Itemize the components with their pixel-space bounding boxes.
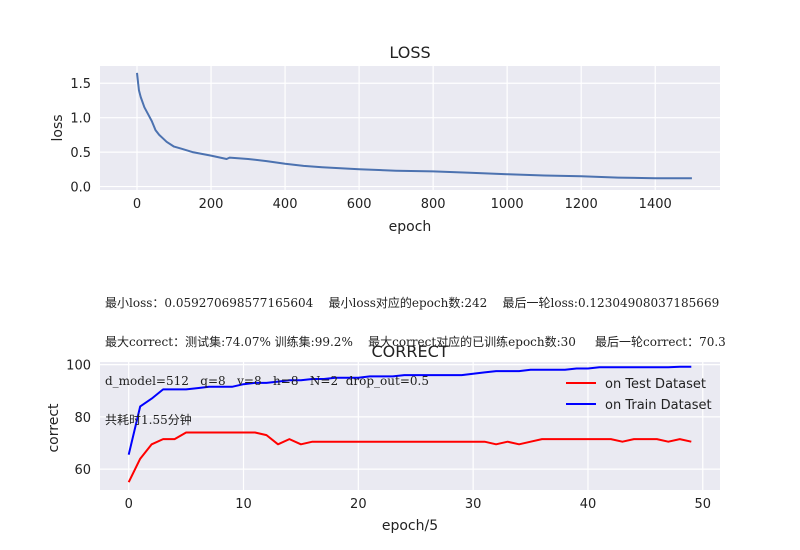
correct-series-line-0 (127, 431, 692, 483)
summary-line-loss: 最小loss：0.059270698577165604 最小loss对应的epo… (105, 296, 720, 310)
loss-y-tick-label: 0.0 (70, 181, 91, 196)
loss-plot-area (100, 66, 720, 190)
summary-line-correct: 最大correct：测试集:74.07% 训练集:99.2% 最大correct… (105, 335, 726, 349)
loss-x-ticks: 0 200 400 600 800 1000 1200 1400 (133, 197, 672, 212)
loss-grid (100, 66, 720, 190)
correct-legend: on Test Dataset on Train Dataset (566, 377, 712, 413)
correct-y-ticks: 60 80 100 (66, 359, 91, 478)
correct-x-tick-label: 0 (125, 497, 133, 512)
correct-series-line-1 (127, 365, 692, 455)
loss-x-tick-label: 0 (133, 197, 141, 212)
loss-y-tick-label: 1.0 (70, 112, 91, 127)
correct-y-tick-label: 100 (66, 359, 91, 374)
loss-x-tick-label: 200 (199, 197, 224, 212)
correct-x-tick-label: 20 (350, 497, 367, 512)
loss-lines (136, 72, 692, 180)
correct-x-tick-label: 50 (695, 497, 712, 512)
correct-x-ticks: 0 10 20 30 40 50 (125, 497, 711, 512)
correct-x-tick-label: 40 (580, 497, 597, 512)
loss-chart: 0 200 400 600 800 1000 1200 1400 0.0 0.5 1.0 1.5 L… (50, 43, 720, 235)
loss-title: LOSS (389, 43, 430, 62)
correct-x-label: epoch/5 (382, 518, 438, 534)
loss-y-label: loss (50, 114, 66, 141)
legend-train-label: on Train Dataset (605, 398, 712, 413)
correct-y-tick-label: 60 (74, 463, 91, 478)
loss-y-tick-label: 0.5 (70, 146, 91, 161)
summary-line-hyperparams: d_model=512 q=8 v=8 h=8 N=2 drop_out=0.5 (105, 374, 429, 388)
correct-x-tick-label: 10 (235, 497, 252, 512)
correct-y-tick-label: 80 (74, 411, 91, 426)
loss-x-tick-label: 400 (273, 197, 298, 212)
training-summary: 最小loss：0.059270698577165604 最小loss对应的epo… (105, 271, 726, 440)
loss-x-label: epoch (389, 219, 432, 235)
loss-x-tick-label: 800 (421, 197, 446, 212)
loss-x-tick-label: 1000 (491, 197, 524, 212)
summary-line-duration: 共耗时1.55分钟 (105, 413, 192, 427)
correct-x-tick-label: 30 (465, 497, 482, 512)
legend-test-label: on Test Dataset (605, 377, 706, 392)
loss-x-tick-label: 1200 (565, 197, 598, 212)
loss-y-ticks: 0.0 0.5 1.0 1.5 (70, 77, 91, 195)
correct-chart: 0 10 20 30 40 50 60 80 100 CORRECT epoch/5 corr… (46, 342, 720, 534)
loss-x-tick-label: 1400 (639, 197, 672, 212)
correct-y-label: correct (46, 403, 62, 453)
correct-lines (127, 365, 692, 483)
loss-series-line-0 (136, 72, 692, 180)
loss-y-tick-label: 1.5 (70, 77, 91, 92)
correct-title: CORRECT (371, 342, 448, 361)
loss-x-tick-label: 600 (347, 197, 372, 212)
